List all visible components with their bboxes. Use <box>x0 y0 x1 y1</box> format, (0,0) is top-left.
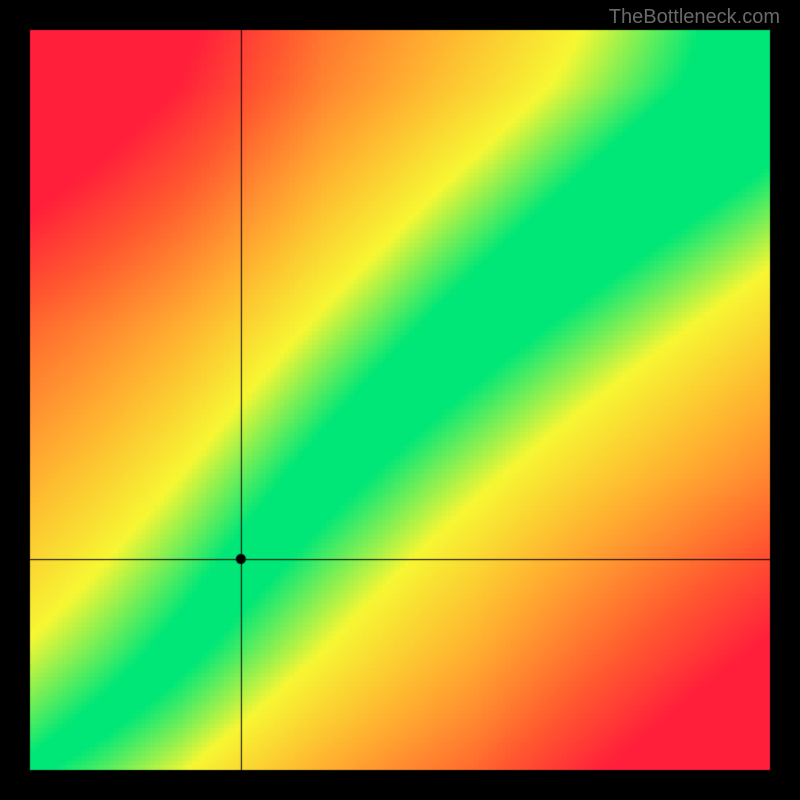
watermark-text: TheBottleneck.com <box>609 6 780 29</box>
bottleneck-heatmap <box>0 0 800 800</box>
chart-container: TheBottleneck.com <box>0 0 800 800</box>
